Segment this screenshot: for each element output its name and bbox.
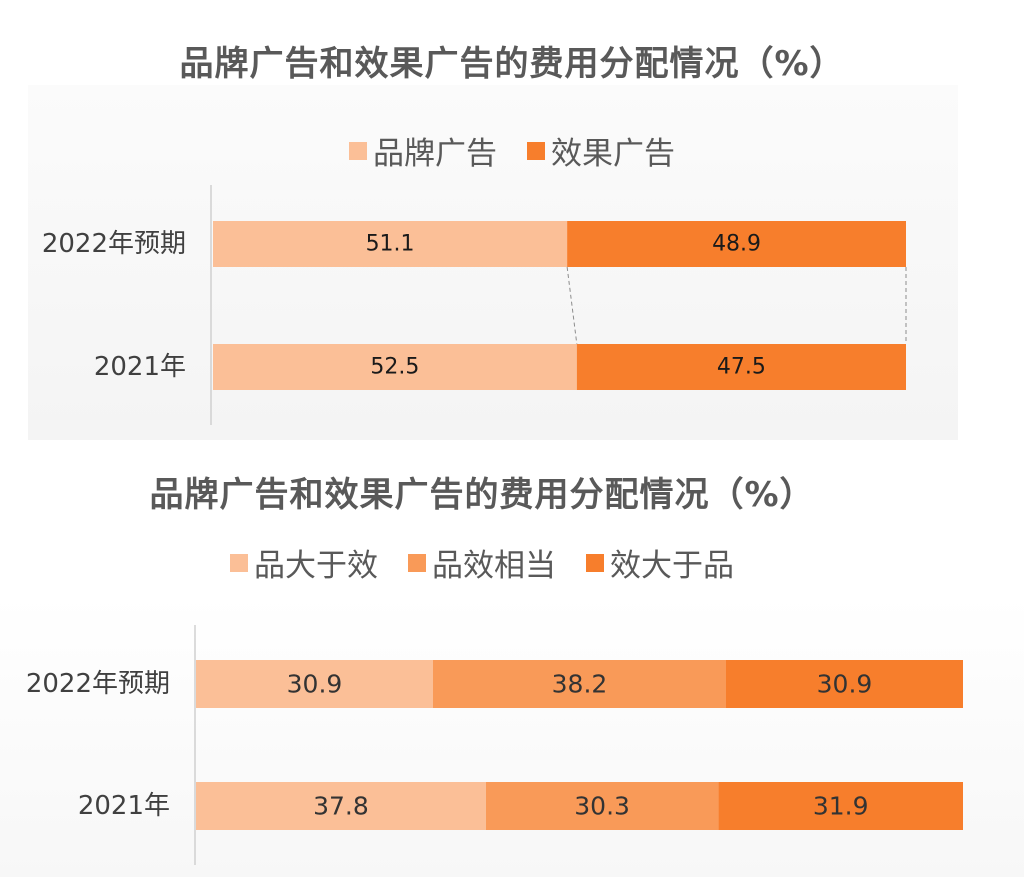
- chart-title: 品牌广告和效果广告的费用分配情况（%）: [179, 44, 845, 84]
- legend-item-equal: 品效相当: [408, 540, 556, 585]
- bar-segment: [196, 660, 434, 708]
- data-label: 30.3: [574, 792, 630, 821]
- legend-swatch: [349, 141, 367, 160]
- legend-swatch: [408, 553, 426, 572]
- chart-legend: 品大于效 品效相当 效大于品: [0, 540, 994, 585]
- data-label: 51.1: [366, 232, 415, 257]
- data-label: 48.9: [712, 232, 761, 257]
- legend-swatch: [527, 141, 545, 160]
- legend-label: 品大于效: [254, 548, 378, 584]
- chart-legend: 品牌广告 效果广告: [0, 128, 1024, 173]
- bar-segment: [567, 221, 906, 267]
- data-label: 31.9: [813, 792, 869, 821]
- data-label: 38.2: [552, 670, 608, 699]
- category-label: 2022年预期: [42, 229, 186, 259]
- connector-line: [566, 266, 578, 345]
- bar-segment: [725, 660, 963, 708]
- category-label: 2021年: [94, 352, 186, 382]
- data-label: 30.9: [287, 670, 343, 699]
- category-label: 2021年: [78, 791, 170, 821]
- legend-item-brand: 品牌广告: [349, 128, 497, 173]
- legend-label: 效大于品: [610, 548, 734, 584]
- legend-swatch: [230, 553, 248, 572]
- chart-panel-1: 品牌广告和效果广告的费用分配情况（%） 品牌广告 效果广告 2022年预期 51.…: [0, 44, 1024, 440]
- bar-segment: [213, 344, 577, 390]
- legend-label: 品效相当: [432, 548, 556, 584]
- bar-segment: [576, 344, 906, 390]
- legend-item-performance: 效果广告: [527, 128, 675, 173]
- legend-item-perf-gt-brand: 效大于品: [586, 540, 734, 585]
- data-label: 52.5: [370, 355, 419, 380]
- bar-segment: [718, 782, 963, 830]
- category-label: 2022年预期: [26, 669, 170, 699]
- chart-panel-2: 品牌广告和效果广告的费用分配情况（%） 品大于效 品效相当 效大于品 2022年…: [0, 445, 1024, 877]
- bar-segment: [433, 660, 726, 708]
- chart-title: 品牌广告和效果广告的费用分配情况（%）: [149, 475, 815, 515]
- chart-plot-area: 2022年预期 51.1 48.9 2021年 52.5 47.5: [42, 185, 907, 425]
- chart-plot-area: 2022年预期 30.9 38.2 30.9 2021年 37.8 30.3 31.9: [26, 625, 963, 865]
- data-label: 47.5: [717, 355, 766, 380]
- legend-item-brand-gt-perf: 品大于效: [230, 540, 378, 585]
- bar-segment: [485, 782, 719, 830]
- bar-segment: [213, 221, 568, 267]
- legend-swatch: [586, 553, 604, 572]
- data-label: 37.8: [313, 792, 369, 821]
- legend-label: 效果广告: [551, 136, 675, 172]
- bar-segment: [196, 782, 486, 830]
- legend-label: 品牌广告: [373, 136, 497, 172]
- data-label: 30.9: [817, 670, 873, 699]
